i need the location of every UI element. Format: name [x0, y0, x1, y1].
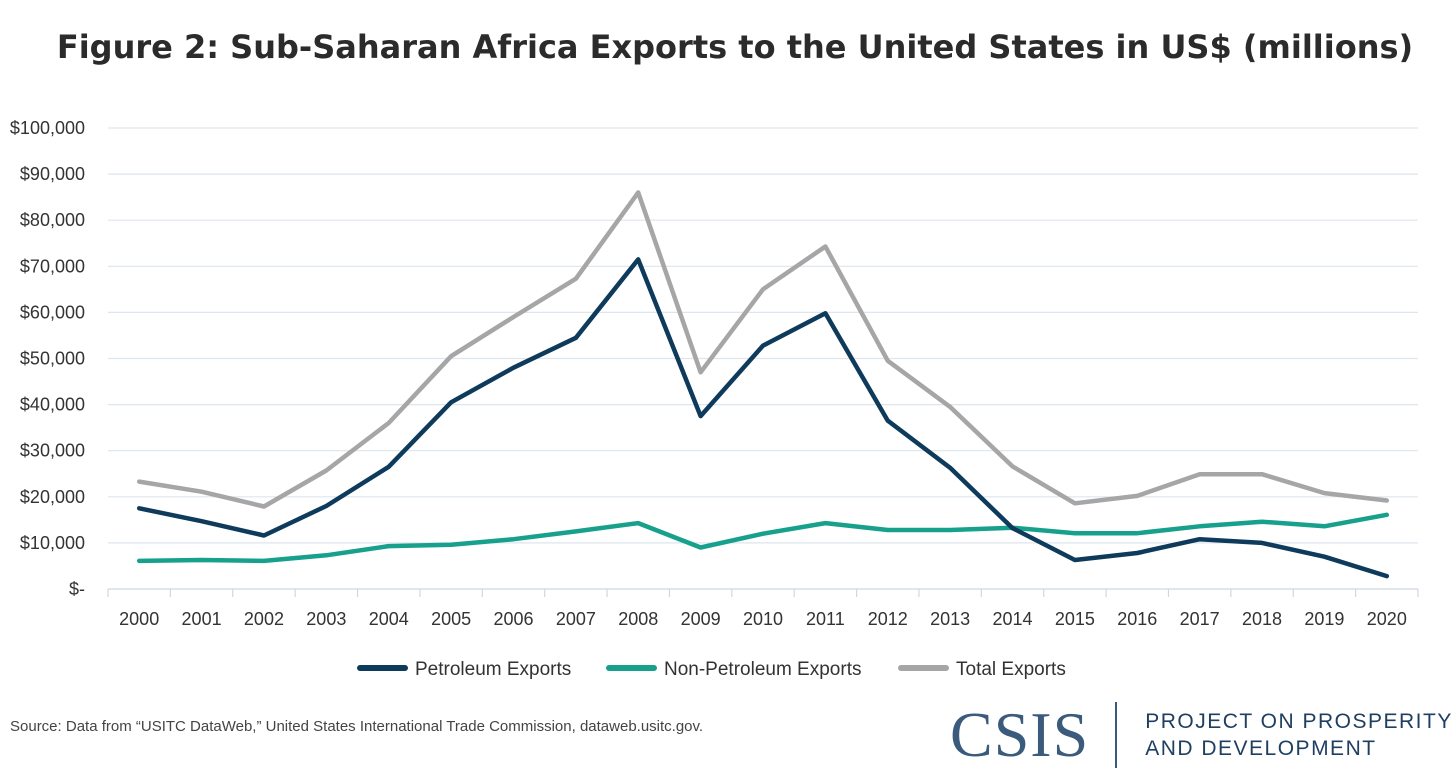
line-chart: Figure 2: Sub-Saharan Africa Exports to …	[10, 28, 1419, 680]
x-tick-label: 2014	[993, 609, 1033, 629]
y-tick-label: $-	[69, 579, 85, 599]
x-tick-label: 2015	[1055, 609, 1095, 629]
x-tick-label: 2007	[556, 609, 596, 629]
series-lines	[136, 190, 1390, 579]
logo-subtitle-line-2: AND DEVELOPMENT	[1145, 737, 1377, 760]
y-tick-label: $30,000	[20, 441, 85, 461]
legend-label: Non-Petroleum Exports	[664, 659, 861, 680]
x-tick-label: 2019	[1304, 609, 1344, 629]
y-tick-label: $60,000	[20, 302, 85, 322]
x-tick-label: 2002	[244, 609, 284, 629]
y-tick-label: $90,000	[20, 164, 85, 184]
y-axis-tick-labels: $- $10,000 $20,000 $30,000 $40,000 $50,000 $60…	[10, 118, 85, 599]
x-tick-label: 2016	[1117, 609, 1157, 629]
x-tick-label: 2010	[743, 609, 783, 629]
x-tick-label: 2011	[806, 609, 845, 629]
x-tick-label: 2013	[930, 609, 970, 629]
x-axis-tick-labels: 2000 2001 2002 2003 2004 2005 2006 2007 2008 2009…	[107, 589, 1419, 629]
gridlines	[108, 127, 1418, 590]
y-tick-label: $70,000	[20, 256, 85, 276]
legend-label: Total Exports	[956, 659, 1066, 680]
logo-subtitle-line-1: PROJECT ON PROSPERITY	[1145, 709, 1453, 733]
legend-label: Petroleum Exports	[415, 659, 571, 680]
x-tick-label: 2000	[119, 609, 159, 629]
x-tick-label: 2012	[868, 609, 908, 629]
logo-subtitle: PROJECT ON PROSPERITY AND DEVELOPMENT	[1145, 708, 1453, 763]
series-line-total-exports	[136, 190, 1390, 509]
x-tick-label: 2005	[431, 609, 471, 629]
x-tick-label: 2004	[369, 609, 409, 629]
x-tick-label: 2003	[306, 609, 346, 629]
x-tick-label: 2001	[182, 609, 222, 629]
y-tick-label: $80,000	[20, 210, 85, 230]
csis-logo: CSIS PROJECT ON PROSPERITY AND DEVELOPME…	[950, 700, 1453, 770]
y-tick-label: $100,000	[10, 118, 85, 138]
y-tick-label: $10,000	[20, 533, 85, 553]
y-tick-label: $20,000	[20, 487, 85, 507]
x-tick-label: 2020	[1367, 609, 1407, 629]
series-line-non-petroleum-exports	[136, 512, 1390, 564]
x-tick-label: 2017	[1180, 609, 1220, 629]
x-tick-label: 2009	[681, 609, 721, 629]
logo-divider	[1115, 702, 1118, 768]
chart-title: Figure 2: Sub-Saharan Africa Exports to …	[57, 28, 1413, 66]
series-line-petroleum-exports	[136, 257, 1390, 579]
y-tick-label: $40,000	[20, 395, 85, 415]
logo-wordmark: CSIS	[950, 699, 1090, 770]
y-tick-label: $50,000	[20, 349, 85, 369]
x-tick-label: 2006	[493, 609, 533, 629]
source-note: Source: Data from “USITC DataWeb,” Unite…	[10, 718, 704, 735]
x-tick-label: 2008	[618, 609, 658, 629]
x-tick-label: 2018	[1242, 609, 1282, 629]
legend: Petroleum Exports Non-Petroleum Exports To…	[357, 659, 1066, 680]
